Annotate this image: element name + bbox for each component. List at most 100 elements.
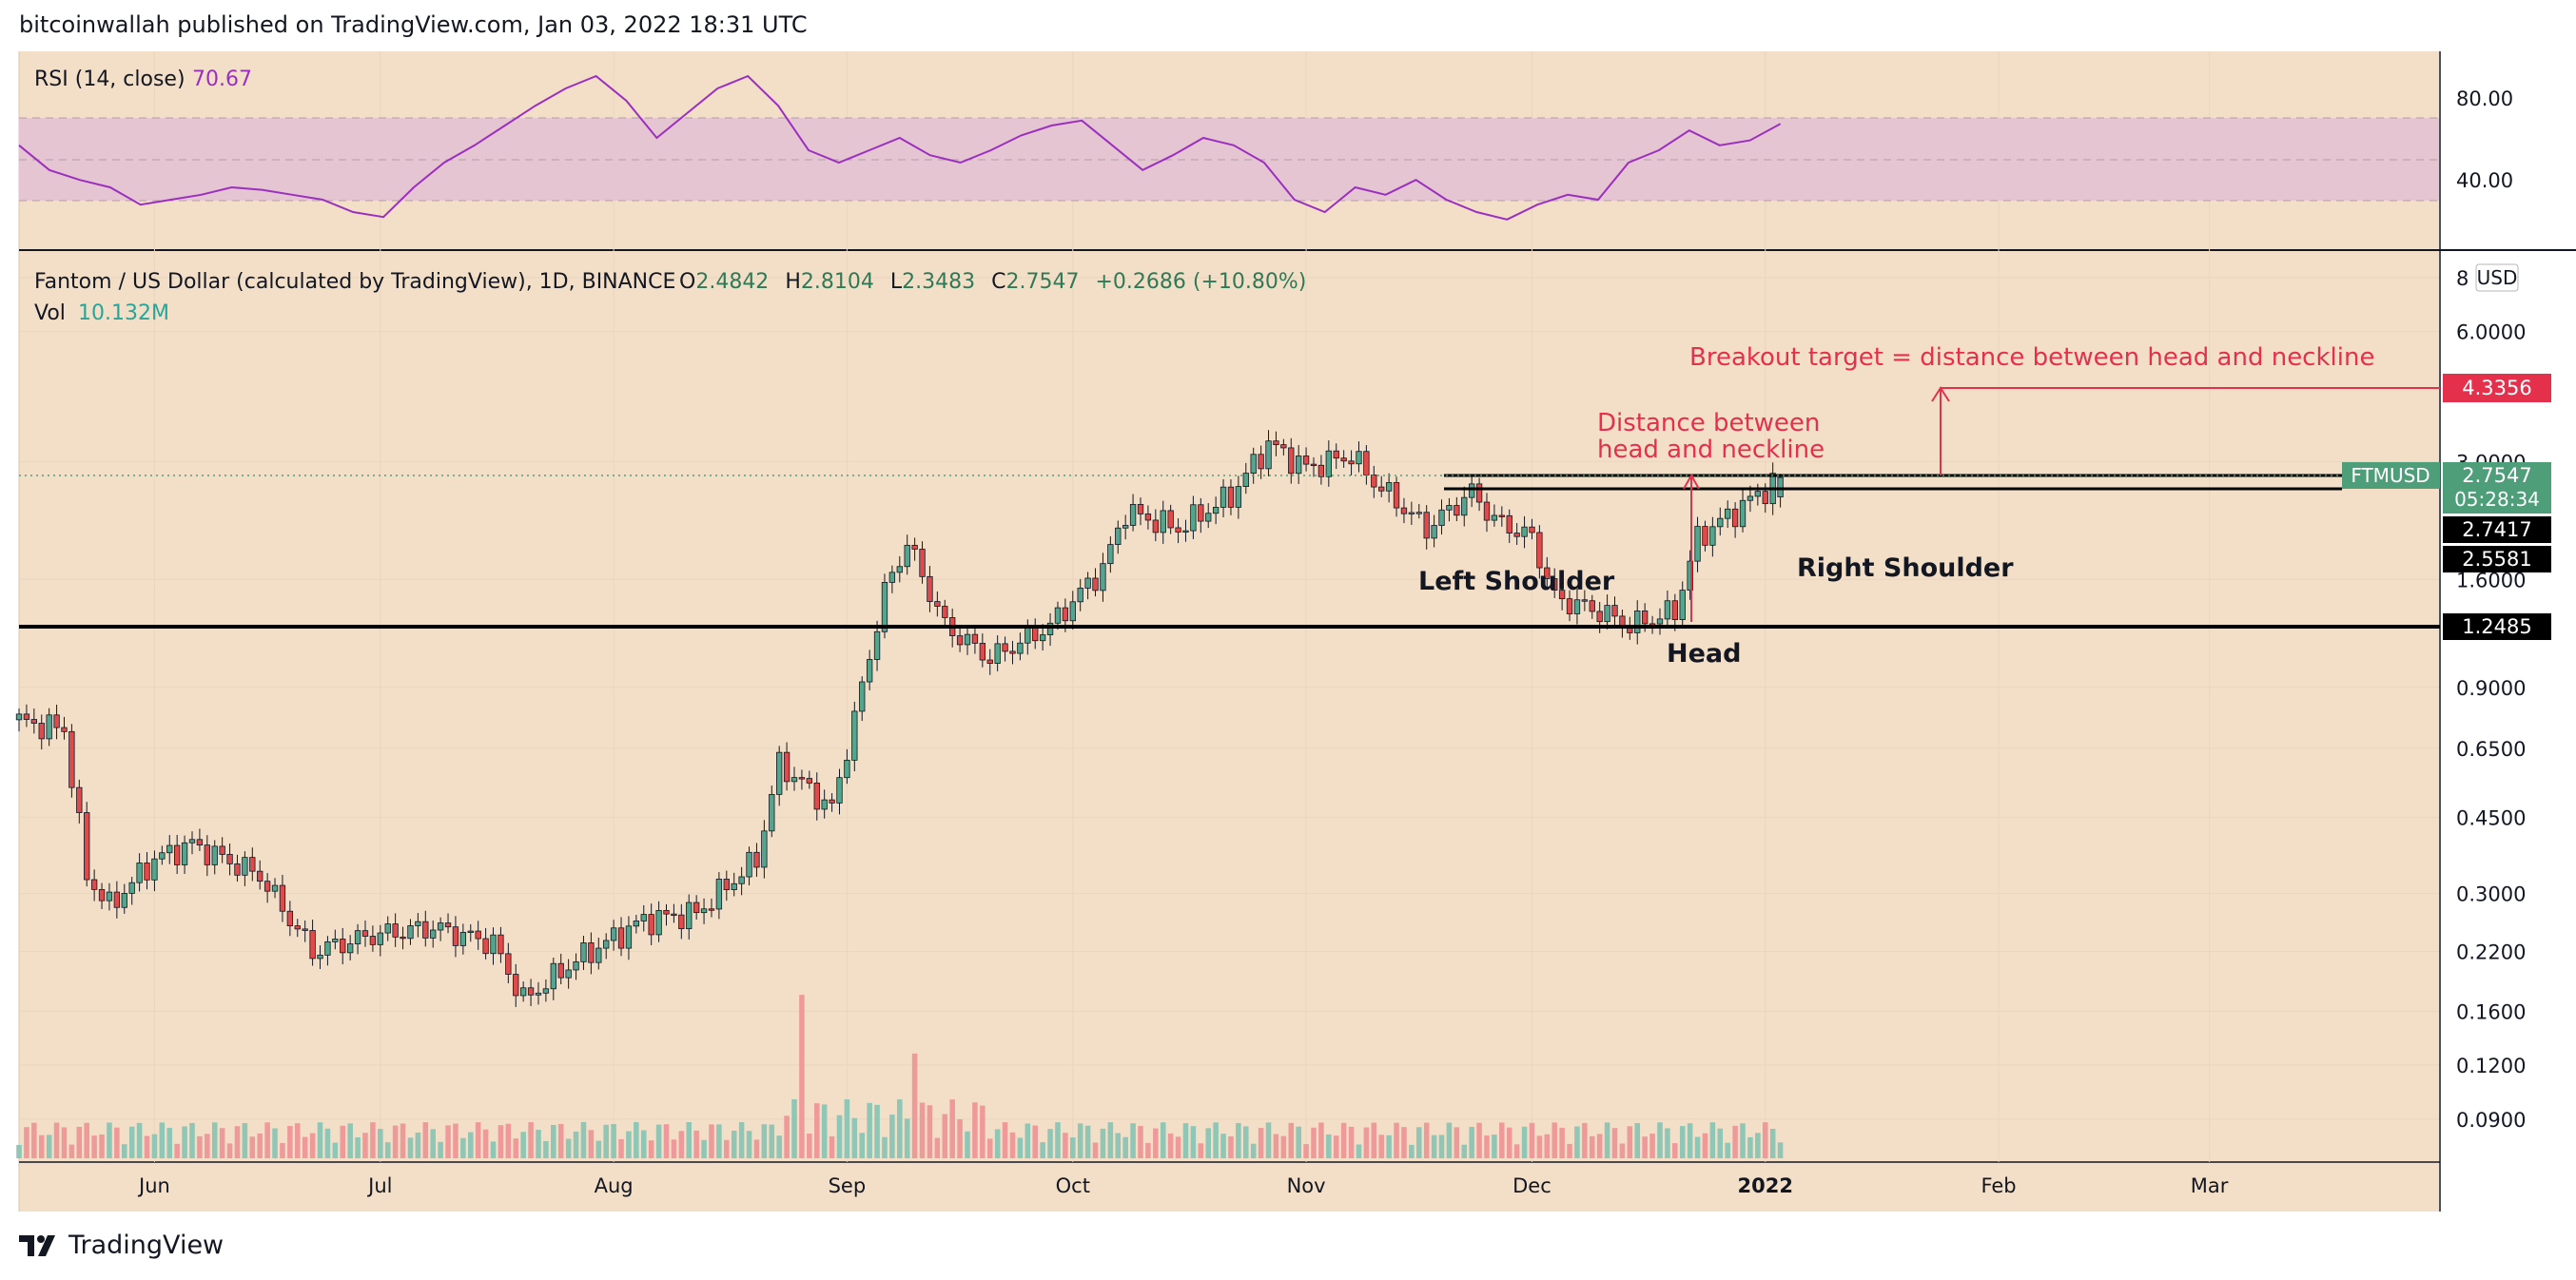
time-axis[interactable]: Jun Jul Aug Sep Oct Nov Dec 2022 Feb Mar: [137, 1174, 2229, 1197]
candle-body[interactable]: [249, 857, 256, 872]
candle-body[interactable]: [1009, 650, 1016, 654]
candle-body[interactable]: [354, 930, 361, 944]
candle-body[interactable]: [38, 723, 45, 740]
candle-body[interactable]: [1032, 626, 1039, 642]
candle-body[interactable]: [1725, 508, 1731, 519]
candle-body[interactable]: [1325, 450, 1332, 477]
candle-body[interactable]: [53, 714, 60, 728]
candle-body[interactable]: [1664, 600, 1671, 620]
candle-body[interactable]: [1400, 507, 1408, 514]
candle-body[interactable]: [1317, 464, 1325, 477]
candle-body[interactable]: [1144, 513, 1152, 521]
candle-body[interactable]: [68, 730, 75, 788]
candle-body[interactable]: [166, 844, 173, 854]
candle-body[interactable]: [1137, 504, 1144, 514]
candle-body[interactable]: [286, 910, 294, 926]
candle-body[interactable]: [829, 799, 835, 804]
candle-body[interactable]: [1371, 475, 1377, 488]
candle-body[interactable]: [896, 566, 903, 573]
candle-body[interactable]: [1717, 517, 1724, 528]
candle-body[interactable]: [1175, 527, 1181, 533]
candle-body[interactable]: [851, 710, 858, 761]
candle-body[interactable]: [557, 962, 564, 979]
candle-body[interactable]: [242, 857, 248, 876]
candle-body[interactable]: [610, 927, 617, 941]
candle-body[interactable]: [482, 938, 489, 955]
candle-body[interactable]: [527, 987, 535, 996]
candle-body[interactable]: [128, 882, 135, 894]
candle-body[interactable]: [113, 891, 121, 908]
candle-body[interactable]: [738, 876, 745, 884]
candle-body[interactable]: [881, 581, 888, 632]
candle-body[interactable]: [219, 845, 225, 855]
candle-body[interactable]: [61, 727, 68, 732]
candle-body[interactable]: [422, 921, 429, 939]
candle-body[interactable]: [1551, 578, 1558, 592]
candle-body[interactable]: [942, 606, 948, 618]
candle-body[interactable]: [633, 921, 640, 927]
candle-body[interactable]: [693, 902, 700, 914]
candle-body[interactable]: [369, 936, 377, 945]
candle-body[interactable]: [361, 930, 369, 937]
candle-body[interactable]: [888, 572, 896, 583]
candle-body[interactable]: [1513, 533, 1520, 537]
candle-body[interactable]: [1641, 611, 1649, 625]
candle-body[interactable]: [1634, 611, 1641, 633]
candle-body[interactable]: [1468, 483, 1475, 498]
candle-body[interactable]: [1506, 514, 1512, 533]
candle-body[interactable]: [1581, 599, 1589, 602]
right-shoulder-label[interactable]: Right Shoulder: [1797, 553, 2014, 583]
candle-body[interactable]: [731, 882, 737, 891]
candle-body[interactable]: [1212, 507, 1220, 514]
candle-body[interactable]: [573, 960, 579, 971]
candle-body[interactable]: [821, 799, 828, 810]
candle-body[interactable]: [1415, 512, 1422, 514]
candlesticks[interactable]: [15, 430, 1784, 1007]
candle-body[interactable]: [565, 969, 572, 979]
distance-arrow[interactable]: [1683, 473, 1700, 622]
candle-body[interactable]: [1687, 560, 1693, 592]
candle-body[interactable]: [23, 713, 30, 720]
candle-body[interactable]: [1182, 530, 1189, 533]
candle-body[interactable]: [708, 908, 715, 911]
candle-body[interactable]: [603, 940, 610, 949]
candle-body[interactable]: [859, 681, 866, 712]
distance-annotation-line1[interactable]: Distance between: [1597, 409, 1820, 437]
candle-body[interactable]: [294, 925, 301, 930]
candle-body[interactable]: [384, 923, 391, 934]
candle-body[interactable]: [986, 659, 993, 664]
candle-body[interactable]: [136, 863, 143, 883]
candle-body[interactable]: [1002, 643, 1008, 652]
candle-body[interactable]: [1220, 486, 1227, 508]
candle-body[interactable]: [1739, 499, 1747, 528]
candle-body[interactable]: [234, 863, 241, 876]
candle-body[interactable]: [1431, 525, 1437, 539]
candle-body[interactable]: [121, 893, 127, 908]
candle-body[interactable]: [475, 930, 481, 940]
candle-body[interactable]: [15, 713, 23, 721]
head-label[interactable]: Head: [1667, 639, 1741, 669]
candle-body[interactable]: [467, 930, 474, 933]
candle-body[interactable]: [1491, 514, 1498, 521]
candle-body[interactable]: [459, 932, 467, 946]
candle-body[interactable]: [106, 891, 113, 902]
candle-body[interactable]: [1310, 463, 1317, 467]
candle-body[interactable]: [1265, 440, 1272, 470]
candle-body[interactable]: [1573, 599, 1581, 614]
candle-body[interactable]: [671, 913, 677, 917]
candle-body[interactable]: [1656, 618, 1664, 625]
candle-body[interactable]: [346, 943, 354, 954]
candle-body[interactable]: [1092, 577, 1099, 592]
candle-body[interactable]: [90, 879, 98, 890]
candle-body[interactable]: [663, 909, 670, 915]
candle-body[interactable]: [211, 845, 218, 865]
candle-body[interactable]: [30, 719, 37, 724]
candle-body[interactable]: [550, 962, 556, 990]
candle-body[interactable]: [196, 839, 204, 846]
candle-body[interactable]: [452, 926, 459, 946]
candle-body[interactable]: [1694, 526, 1701, 562]
candle-body[interactable]: [1046, 622, 1054, 635]
candle-body[interactable]: [1558, 590, 1566, 600]
candle-body[interactable]: [309, 930, 316, 960]
candle-body[interactable]: [746, 851, 752, 878]
